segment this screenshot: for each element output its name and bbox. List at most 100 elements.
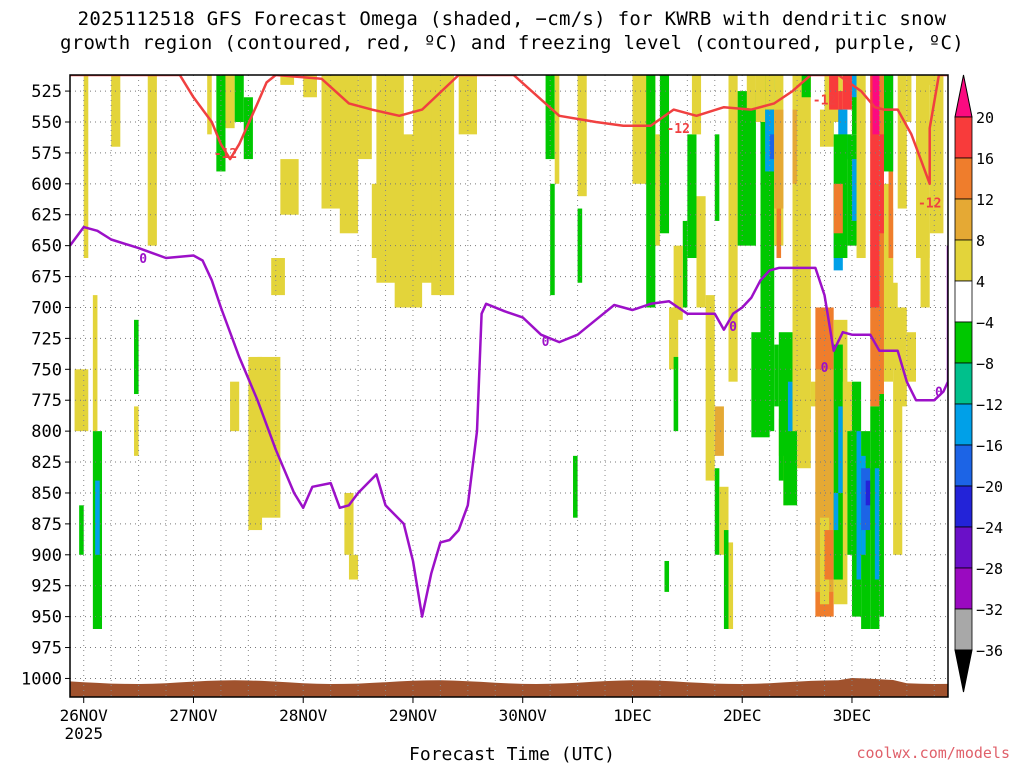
colorbar-segment [954, 362, 973, 405]
omega-cell [147, 75, 157, 246]
y-tick-label: 575 [31, 144, 62, 164]
omega-cell [669, 307, 679, 370]
omega-cell [705, 295, 715, 481]
omega-cell [458, 75, 477, 135]
omega-cell [851, 159, 857, 221]
omega-cell [216, 75, 226, 172]
omega-cell [664, 560, 670, 592]
colorbar-label: −32 [976, 601, 1003, 619]
omega-cell [550, 183, 555, 296]
ground-area [70, 678, 948, 697]
omega-cell [655, 134, 660, 246]
omega-cell [673, 245, 683, 320]
colorbar-label: 4 [976, 273, 985, 291]
omega-cell [810, 381, 820, 407]
omega-cell [774, 344, 779, 407]
credit-text: coolwx.com/models [856, 744, 1010, 762]
contour-label: -12 [214, 147, 237, 162]
colorbar-segment [954, 321, 973, 364]
omega-cell [906, 332, 916, 382]
omega-cell [737, 91, 756, 246]
colorbar-label: 20 [976, 109, 994, 127]
omega-cell [696, 196, 706, 308]
omega-cell [879, 134, 884, 234]
omega-cell [687, 134, 697, 259]
omega-cell [348, 554, 359, 580]
contour-lines [70, 75, 948, 618]
omega-cell [659, 75, 670, 234]
omega-cell [765, 75, 775, 110]
omega-cell [723, 530, 729, 629]
omega-cell [776, 208, 782, 259]
omega-cell [257, 356, 281, 518]
chart-title-line-2: growth region (contoured, red, ºC) and f… [60, 32, 964, 54]
omega-cell [847, 431, 852, 555]
omega-cell [691, 75, 702, 135]
chart-title-line-1: 2025112518 GFS Forecast Omega (shaded, −… [77, 8, 947, 30]
omega-cell [225, 75, 235, 129]
colorbar-segment [954, 280, 973, 323]
contour-label: -12 [666, 122, 689, 137]
x-tick-label: 29NOV [389, 706, 438, 725]
colorbar-segment [954, 157, 973, 200]
omega-cell [92, 295, 98, 432]
y-tick-label: 675 [31, 268, 62, 288]
colorbar-label: −36 [976, 642, 1003, 660]
colorbar: 20 16 12 8 4 −4 −8 −12 −16 −20 −24 −28 −32 −36 [954, 74, 1003, 693]
x-tick-label: 2DEC [723, 706, 762, 725]
y-axis: 525 550 575 600 625 650 675 700 725 750 775 800 825 8… [21, 82, 70, 689]
x-tick-sublabel: 2025 [64, 724, 103, 743]
x-axis: 26NOV 27NOV 28NOV 29NOV 30NOV 1DEC 2DEC 3DEC 202… [60, 697, 871, 743]
colorbar-segment [954, 485, 973, 528]
omega-cell [545, 75, 555, 160]
omega-cell [883, 75, 894, 172]
omega-cell [893, 307, 903, 555]
colorbar-segment [954, 403, 973, 446]
y-tick-label: 775 [31, 391, 62, 411]
contour-label: 0 [729, 320, 737, 335]
omega-cell [769, 134, 775, 160]
omega-cell [577, 208, 583, 283]
x-tick-label: 26NOV [60, 706, 109, 725]
omega-cell [95, 480, 100, 555]
colorbar-label: −20 [976, 478, 1003, 496]
omega-cell [838, 406, 843, 493]
x-tick-label: 30NOV [499, 706, 548, 725]
colorbar-label: −16 [976, 437, 1003, 455]
colorbar-label: −8 [976, 355, 994, 373]
omega-cell [111, 75, 121, 147]
ground-surface [70, 678, 948, 697]
colorbar-segment [954, 444, 973, 487]
omega-cell [714, 134, 720, 221]
colorbar-segment [954, 239, 973, 282]
y-tick-label: 725 [31, 329, 62, 349]
y-tick-label: 1000 [21, 669, 62, 689]
colorbar-label: 16 [976, 150, 994, 168]
contour-label: 0 [542, 335, 550, 350]
colorbar-top-triangle [954, 74, 973, 118]
colorbar-label: 8 [976, 232, 985, 250]
omega-cell [728, 75, 738, 382]
omega-cell [870, 75, 880, 308]
x-axis-label: Forecast Time (UTC) [409, 744, 615, 765]
colorbar-segment [954, 608, 973, 651]
x-tick-label: 27NOV [169, 706, 218, 725]
omega-cell [280, 75, 295, 85]
omega-cell [897, 307, 907, 407]
plot-frame [69, 74, 949, 698]
y-tick-label: 650 [31, 237, 62, 257]
y-tick-label: 750 [31, 360, 62, 380]
omega-cell [787, 381, 793, 432]
omega-cell [344, 492, 354, 555]
y-tick-label: 625 [31, 206, 62, 226]
omega-cell [851, 75, 862, 98]
omega-cell [646, 75, 656, 308]
omega-cell [339, 84, 359, 234]
omega-cell [431, 75, 455, 296]
omega-cell [134, 319, 139, 395]
omega-cell [865, 480, 871, 506]
contour-label: -12 [918, 196, 941, 211]
omega-cell [906, 75, 912, 122]
contour--12 [70, 75, 948, 186]
omega-cell [851, 381, 862, 617]
